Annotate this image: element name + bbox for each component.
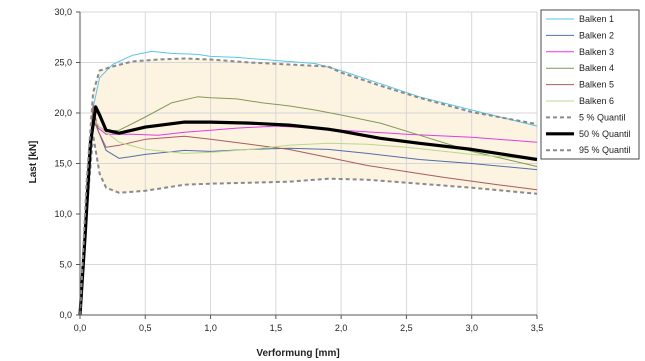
legend-label-95-quantil: 95 % Quantil [579, 145, 631, 155]
legend: Balken 1 Balken 2 Balken 3 Balken 4 Balken 5… [540, 9, 640, 160]
y-tick-label: 5,0 [59, 260, 72, 270]
x-tick-label: 3,0 [465, 323, 478, 333]
series-line-95-quantil [79, 57, 538, 316]
series-line-50-quantil [78, 105, 538, 316]
legend-label-balken-3: Balken 3 [579, 47, 614, 57]
series-line-5-quantil [79, 134, 538, 316]
series-line-balken-3 [79, 122, 538, 316]
y-tick-label: 20,0 [54, 108, 72, 118]
legend-label-balken-2: Balken 2 [579, 30, 614, 40]
series-line-balken-1 [79, 50, 538, 316]
x-tick-label: 0,5 [139, 323, 152, 333]
x-tick-label: 0,0 [74, 323, 87, 333]
x-tick-label: 3,5 [531, 323, 544, 333]
legend-label-balken-5: Balken 5 [579, 80, 614, 90]
y-axis-label: Last [kN] [28, 141, 39, 184]
legend-label-balken-4: Balken 4 [579, 63, 614, 73]
y-tick-label: 15,0 [54, 159, 72, 169]
x-axis-label: Verformung [mm] [256, 348, 339, 359]
x-tick-label: 1,5 [270, 323, 283, 333]
legend-label-balken-1: Balken 1 [579, 14, 614, 24]
x-tick-label: 2,5 [400, 323, 413, 333]
y-tick-label: 30,0 [54, 7, 72, 17]
axis-layer: 0,0 0,5 1,0 1,5 2,0 2,5 3,0 3,5 0,0 5,0 10,0 15,0 20… [54, 7, 543, 333]
legend-label-balken-6: Balken 6 [579, 96, 614, 106]
y-tick-label: 10,0 [54, 209, 72, 219]
legend-label-50-quantil: 50 % Quantil [579, 129, 631, 139]
x-tick-label: 2,0 [335, 323, 348, 333]
series-layer [78, 50, 538, 316]
x-tick-label: 1,0 [204, 323, 217, 333]
legend-label-5-quantil: 5 % Quantil [579, 112, 626, 122]
y-tick-label: 0,0 [59, 310, 72, 320]
y-tick-label: 25,0 [54, 58, 72, 68]
